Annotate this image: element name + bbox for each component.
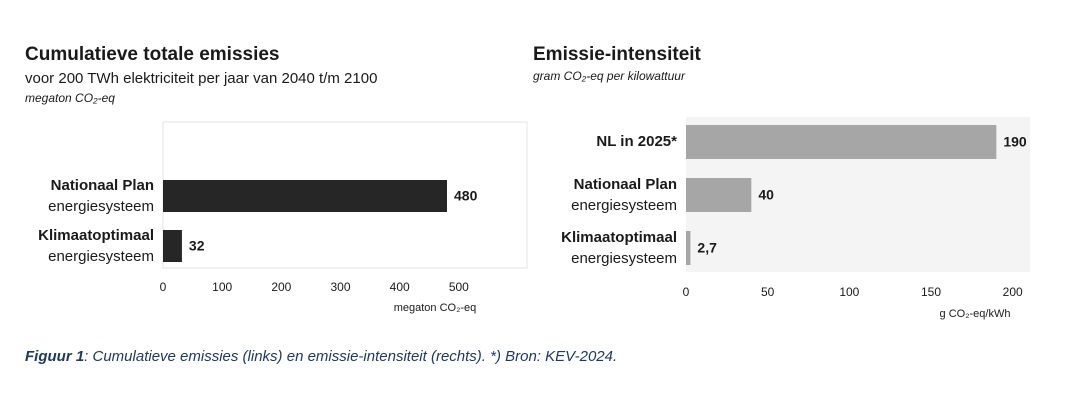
x-axis-label: megaton CO₂-eq <box>394 302 477 314</box>
caption-text: : Cumulatieve emissies (links) en emissi… <box>84 348 617 365</box>
value-label: 32 <box>189 238 205 254</box>
caption: Figuur 1: Cumulatieve emissies (links) e… <box>25 348 617 365</box>
x-axis-label: g CO₂-eq/kWh <box>940 308 1011 320</box>
chart-subtitle: voor 200 TWh elektriciteit per jaar van … <box>25 70 377 87</box>
x-tick-label: 200 <box>271 280 291 294</box>
x-tick-label: 100 <box>212 280 232 294</box>
bar <box>163 180 447 212</box>
category-sublabel: energiesysteem <box>48 248 154 265</box>
value-label: 190 <box>1003 134 1027 150</box>
x-tick-label: 0 <box>683 285 690 299</box>
bar <box>686 231 691 265</box>
x-tick-label: 50 <box>761 285 775 299</box>
category-label: Klimaatoptimaal <box>561 229 677 246</box>
x-tick-label: 400 <box>390 280 410 294</box>
bar <box>163 230 182 262</box>
unit-label: megaton CO₂-eq <box>25 91 115 105</box>
category-sublabel: energiesysteem <box>571 250 677 267</box>
x-tick-label: 0 <box>160 280 167 294</box>
caption-label: Figuur 1 <box>25 348 84 365</box>
category-label: Nationaal Plan <box>574 176 677 193</box>
category-label: Nationaal Plan <box>51 177 154 194</box>
category-label: Klimaatoptimaal <box>38 227 154 244</box>
x-tick-label: 300 <box>330 280 350 294</box>
x-tick-label: 100 <box>839 285 859 299</box>
chart-title: Cumulatieve totale emissies <box>25 44 280 65</box>
chart-subtitle: gram CO₂-eq per kilowattuur <box>533 69 686 83</box>
category-sublabel: energiesysteem <box>48 198 154 215</box>
x-tick-label: 150 <box>921 285 941 299</box>
x-tick-label: 200 <box>1003 285 1023 299</box>
value-label: 2,7 <box>697 240 717 256</box>
category-label: NL in 2025* <box>596 133 677 150</box>
value-label: 480 <box>454 188 478 204</box>
x-tick-label: 500 <box>449 280 469 294</box>
bar <box>686 125 997 159</box>
chart-title: Emissie-intensiteit <box>533 44 702 65</box>
value-label: 40 <box>758 187 774 203</box>
bar <box>686 178 752 212</box>
category-sublabel: energiesysteem <box>571 197 677 214</box>
